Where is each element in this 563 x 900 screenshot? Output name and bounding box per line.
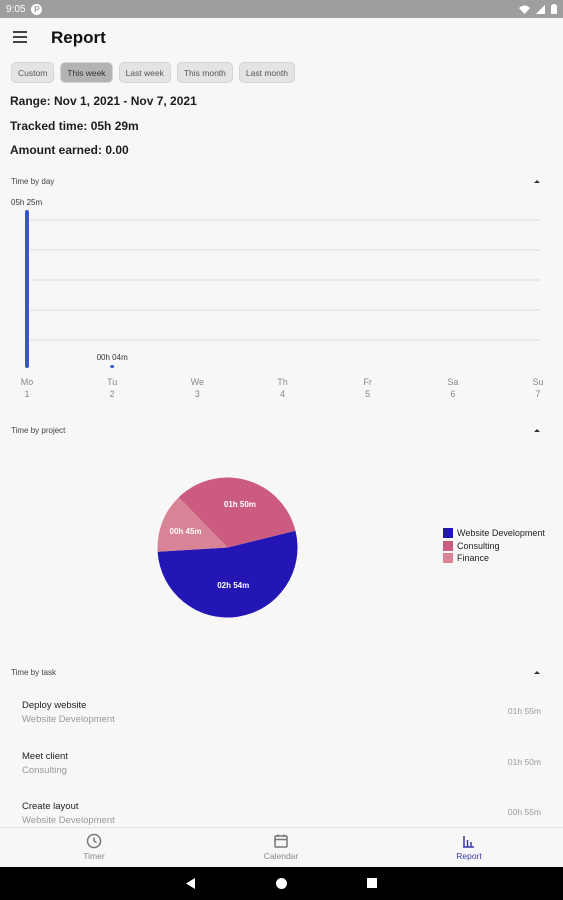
system-navigation-bar <box>0 867 563 900</box>
pie-slice <box>178 477 296 548</box>
legend-swatch <box>443 528 453 539</box>
pie-slice <box>157 497 228 552</box>
task-duration: 00h 55m <box>507 807 541 817</box>
nav-timer-label: Timer <box>83 851 105 861</box>
day-tick-label: Th <box>277 377 288 387</box>
pie-slice-label: 00h 45m <box>170 527 202 536</box>
tracked-time-text: Tracked time: 05h 29m <box>10 119 139 133</box>
nav-report-label: Report <box>456 851 482 861</box>
day-tick-label: We <box>191 377 204 387</box>
legend-item: Finance <box>443 552 545 565</box>
bottom-navigation: Timer Calendar Report <box>0 827 563 867</box>
task-row[interactable]: Meet client Consulting 01h 50m <box>0 751 563 801</box>
battery-icon <box>551 4 557 14</box>
nav-calendar-label: Calendar <box>263 851 299 861</box>
section-time-by-day: Time by day <box>11 177 55 186</box>
calendar-icon <box>274 834 288 848</box>
bar-data-label: 05h 25m <box>11 198 42 207</box>
bar-chart-icon <box>463 836 474 848</box>
clock-icon <box>86 833 102 849</box>
chip-this-month[interactable]: This month <box>176 62 233 83</box>
date-tick-label: 2 <box>110 389 115 399</box>
chip-last-month[interactable]: Last month <box>238 62 295 83</box>
date-tick-label: 5 <box>365 389 370 399</box>
legend-swatch <box>443 553 453 564</box>
range-text: Range: Nov 1, 2021 - Nov 7, 2021 <box>10 94 197 108</box>
menu-icon[interactable] <box>13 31 27 43</box>
task-row[interactable]: Deploy website Website Development 01h 5… <box>0 700 563 750</box>
nav-timer[interactable]: Timer <box>54 833 134 861</box>
wifi-icon <box>519 5 530 14</box>
legend-label: Consulting <box>457 540 500 551</box>
date-tick-label: 4 <box>280 389 285 399</box>
collapse-task-chevron-icon[interactable] <box>534 671 540 674</box>
home-icon[interactable] <box>276 878 287 889</box>
day-tick-label: Su <box>532 377 543 387</box>
period-filter-chips: Custom This week Last week This month La… <box>11 62 295 83</box>
task-duration: 01h 55m <box>507 706 541 716</box>
nav-calendar[interactable]: Calendar <box>241 833 321 861</box>
legend-item: Consulting <box>443 540 545 553</box>
date-tick-label: 7 <box>535 389 540 399</box>
task-project: Website Development <box>22 815 115 826</box>
pie-slice <box>157 530 298 618</box>
chip-custom[interactable]: Custom <box>11 62 55 83</box>
day-bar <box>110 365 115 368</box>
collapse-project-chevron-icon[interactable] <box>534 429 540 432</box>
legend-item: Website Development <box>443 527 545 540</box>
task-name: Deploy website <box>22 700 87 711</box>
section-time-by-task: Time by task <box>11 668 57 677</box>
back-icon[interactable] <box>186 878 196 889</box>
status-bar: 9:05 P <box>0 0 563 18</box>
task-row[interactable]: Create layout Website Development 00h 55… <box>0 801 563 827</box>
chip-last-week[interactable]: Last week <box>118 62 171 83</box>
legend-label: Website Development <box>457 528 545 539</box>
task-project: Consulting <box>22 765 67 776</box>
pie-legend: Website Development Consulting Finance <box>443 527 545 565</box>
legend-swatch <box>443 540 453 551</box>
bar-data-label: 00h 04m <box>97 353 128 362</box>
day-tick-label: Tu <box>107 377 117 387</box>
task-project: Website Development <box>22 714 115 725</box>
notification-badge-icon: P <box>31 3 43 15</box>
recents-icon[interactable] <box>367 878 377 888</box>
chip-this-week[interactable]: This week <box>60 62 113 83</box>
collapse-day-chevron-icon[interactable] <box>534 180 540 183</box>
task-duration: 01h 50m <box>507 757 541 767</box>
date-tick-label: 1 <box>24 389 29 399</box>
day-tick-label: Sa <box>447 377 458 387</box>
day-bar <box>25 210 29 368</box>
day-tick-label: Fr <box>363 377 372 387</box>
section-time-by-project: Time by project <box>11 426 66 435</box>
pie-slice-label: 01h 50m <box>224 500 256 509</box>
app-bar: Report <box>0 18 563 58</box>
legend-label: Finance <box>457 553 490 564</box>
task-name: Create layout <box>22 801 79 812</box>
time-by-project-pie: 02h 54m 01h 50m 00h 45m <box>157 477 298 618</box>
status-time: 9:05 <box>6 3 26 15</box>
pie-slice-label: 02h 54m <box>217 581 249 590</box>
page-title: Report <box>51 28 106 47</box>
amount-earned-text: Amount earned: 0.00 <box>10 143 129 157</box>
nav-report[interactable]: Report <box>429 833 509 861</box>
time-by-day-chart: 05h 25m Mo 1 00h 04m Tu 2 We 3 Th 4 Fr 5 Sa 6 Su 7 <box>11 198 544 399</box>
signal-icon <box>536 4 545 14</box>
date-tick-label: 6 <box>450 389 455 399</box>
date-tick-label: 3 <box>195 389 200 399</box>
day-tick-label: Mo <box>21 377 34 387</box>
task-name: Meet client <box>22 751 68 762</box>
